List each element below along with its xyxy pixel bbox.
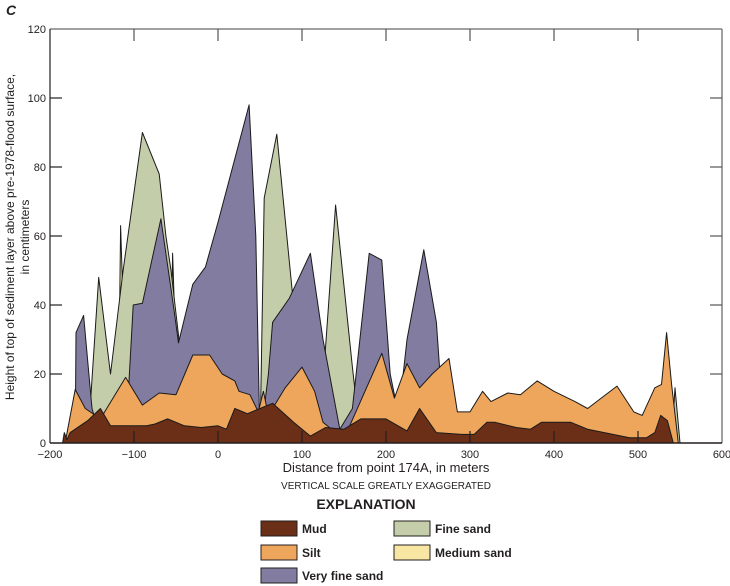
legend-title: EXPLANATION xyxy=(316,496,415,512)
y-tick-label: 40 xyxy=(34,300,46,312)
y-axis-ticks: 0 20 40 60 80 100 120 xyxy=(28,24,722,450)
legend-label-mud: Mud xyxy=(302,522,327,536)
x-tick-label: −200 xyxy=(38,449,63,461)
legend-label-fine-sand: Fine sand xyxy=(435,522,491,536)
y-tick-label: 20 xyxy=(34,369,46,381)
legend-label-medium-sand: Medium sand xyxy=(435,546,512,560)
x-axis-note: VERTICAL SCALE GREATLY EXAGGERATED xyxy=(281,481,491,492)
x-tick-label: −100 xyxy=(122,449,147,461)
legend-item-fine-sand: Fine sand xyxy=(393,520,491,537)
y-tick-label: 120 xyxy=(28,24,46,36)
y-tick-label: 100 xyxy=(28,93,46,105)
y-axis-label-line1: Height of top of sediment layer above pr… xyxy=(3,74,17,400)
x-tick-label: 500 xyxy=(629,449,647,461)
x-tick-label: 0 xyxy=(215,449,221,461)
y-tick-label: 80 xyxy=(34,162,46,174)
legend-swatch-very-fine-sand xyxy=(260,567,298,584)
area-silt xyxy=(64,332,679,444)
panel-label: C xyxy=(6,2,17,18)
legend-swatch-fine-sand xyxy=(393,520,431,537)
legend-item-very-fine-sand: Very fine sand xyxy=(260,567,383,584)
x-tick-label: 600 xyxy=(713,449,730,461)
x-tick-label: 400 xyxy=(545,449,563,461)
legend-label-silt: Silt xyxy=(302,546,321,560)
x-tick-label: 200 xyxy=(377,449,395,461)
x-axis-ticks: −200 −100 0 100 200 300 400 500 600 xyxy=(38,29,730,461)
x-tick-label: 100 xyxy=(293,449,311,461)
y-tick-label: 60 xyxy=(34,231,46,243)
x-axis-label: Distance from point 174A, in meters xyxy=(283,460,490,475)
x-tick-label: 300 xyxy=(461,449,479,461)
legend-swatch-medium-sand xyxy=(393,544,431,561)
legend-item-medium-sand: Medium sand xyxy=(393,544,512,561)
legend: EXPLANATION Mud Silt Very fine sand Fine… xyxy=(260,496,512,584)
area-mud xyxy=(62,402,674,444)
legend-swatch-silt xyxy=(260,544,298,561)
legend-item-mud: Mud xyxy=(260,520,327,537)
legend-item-silt: Silt xyxy=(260,544,321,561)
layer-areas xyxy=(62,104,681,444)
legend-label-very-fine-sand: Very fine sand xyxy=(302,569,383,583)
y-tick-label: 0 xyxy=(40,438,46,450)
legend-swatch-mud xyxy=(260,520,298,537)
y-axis-label-line2: in centimeters xyxy=(18,200,32,275)
